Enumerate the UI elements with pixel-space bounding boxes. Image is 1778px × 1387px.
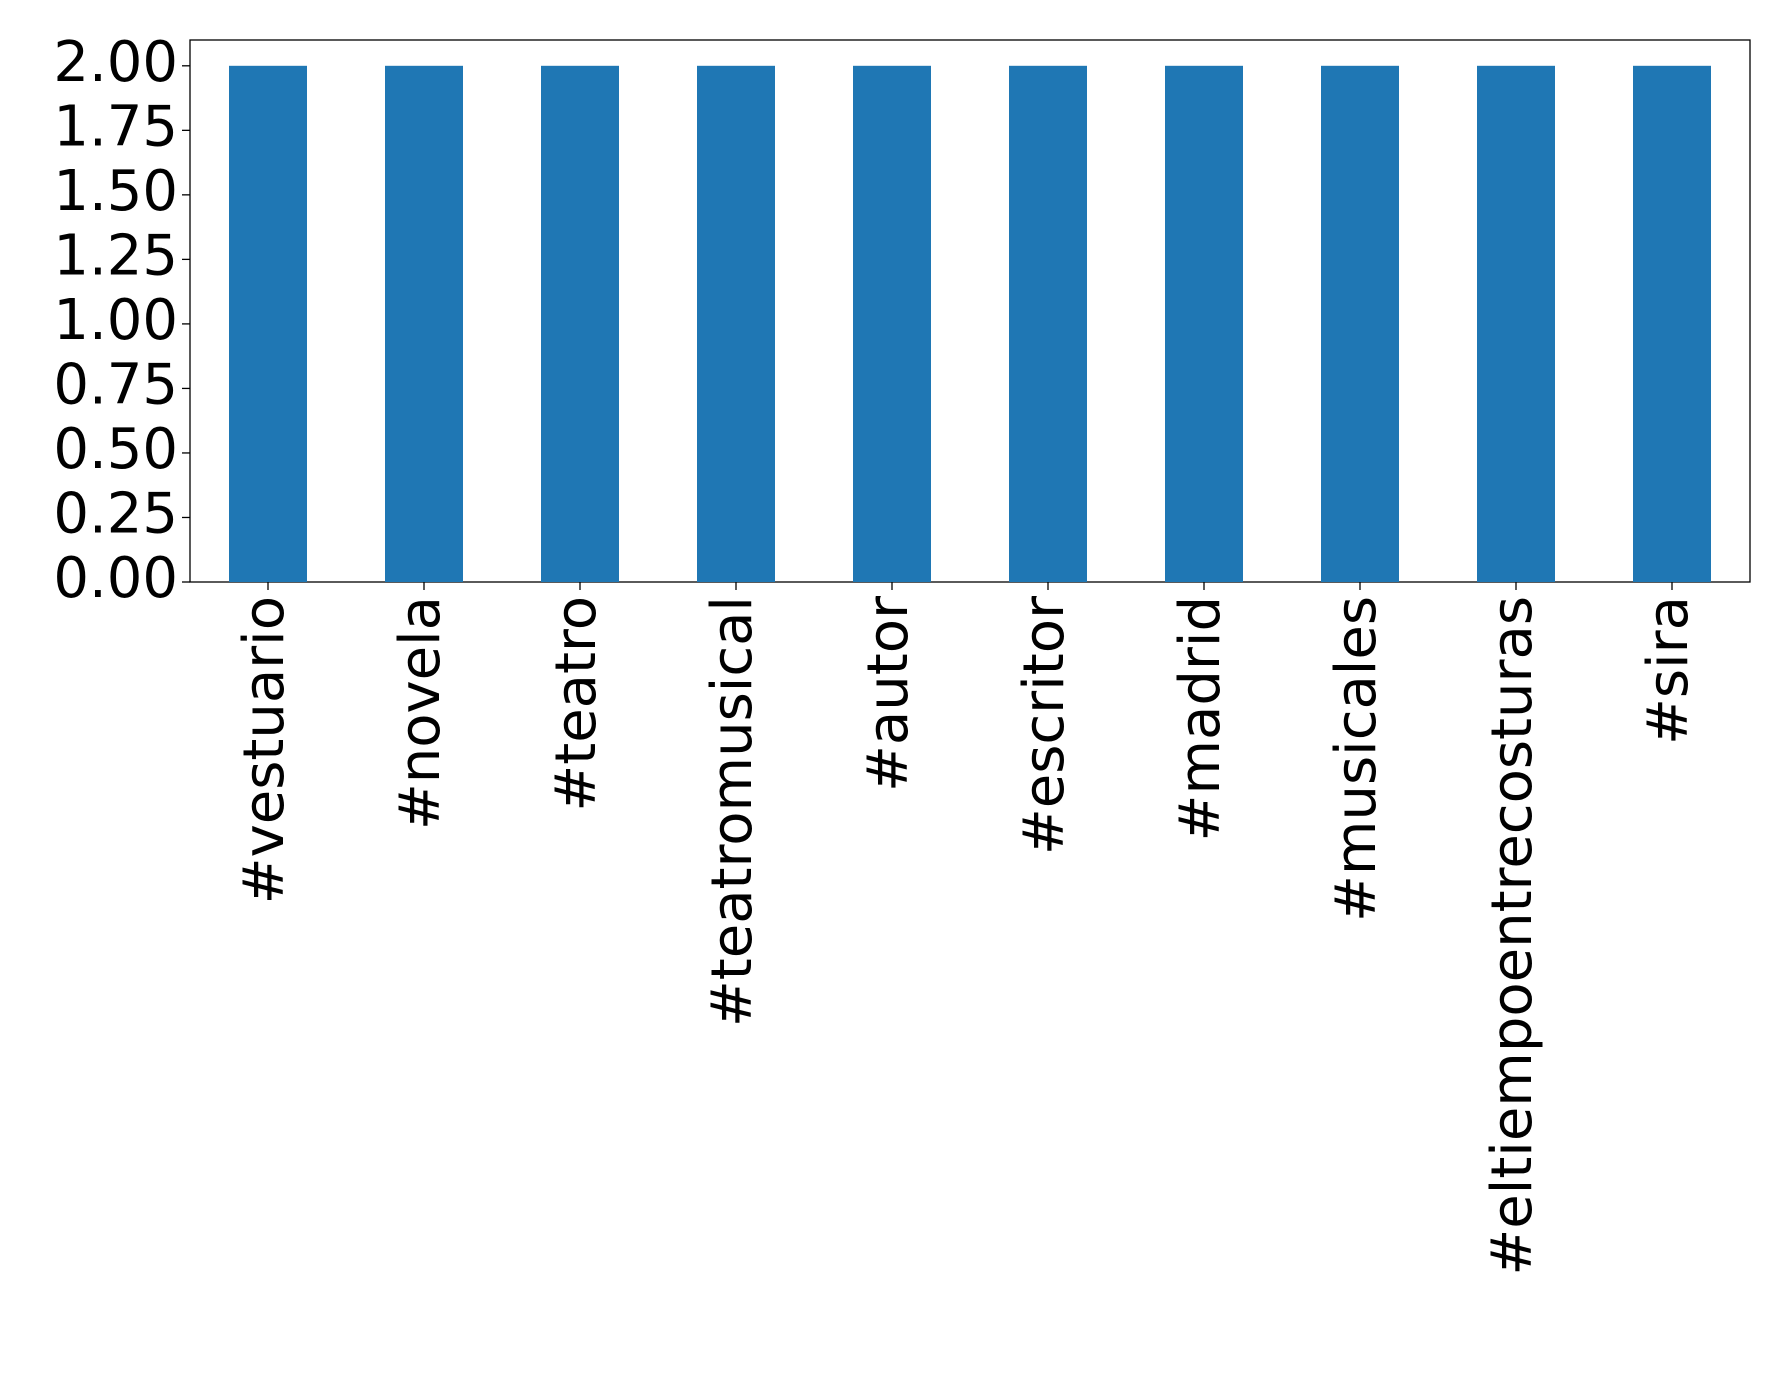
bar <box>1633 65 1711 583</box>
x-tick-label: #escritor <box>1012 595 1077 855</box>
bar <box>1477 65 1555 583</box>
y-tick-label: 0.50 <box>53 417 178 482</box>
bar <box>1321 65 1399 583</box>
bar <box>385 65 463 583</box>
x-tick-label: #vestuario <box>232 596 297 904</box>
plot-frame <box>189 39 1751 583</box>
bar <box>229 65 307 583</box>
bar <box>1165 65 1243 583</box>
x-tick-label: #musicales <box>1324 596 1389 922</box>
y-tick-label: 2.00 <box>53 30 178 95</box>
x-tick-label: #madrid <box>1168 596 1233 841</box>
y-tick-label: 0.00 <box>53 546 178 611</box>
x-tick-label: #sira <box>1636 596 1701 745</box>
y-tick-label: 0.75 <box>53 353 178 418</box>
bar <box>853 65 931 583</box>
y-tick-label: 1.00 <box>53 288 178 353</box>
y-tick-label: 1.25 <box>53 224 178 289</box>
x-tick-label: #novela <box>388 596 453 830</box>
x-tick-label: #teatro <box>544 596 609 812</box>
x-tick-label: #teatromusical <box>700 596 765 1027</box>
x-tick-label: #eltiempoentrecosturas <box>1480 596 1545 1276</box>
bar <box>1009 65 1087 583</box>
y-tick-label: 1.50 <box>53 159 178 224</box>
x-tick-label: #autor <box>856 595 921 792</box>
bar <box>697 65 775 583</box>
y-tick-label: 1.75 <box>53 94 178 159</box>
y-tick-label: 0.25 <box>53 482 178 547</box>
bar <box>541 65 619 583</box>
